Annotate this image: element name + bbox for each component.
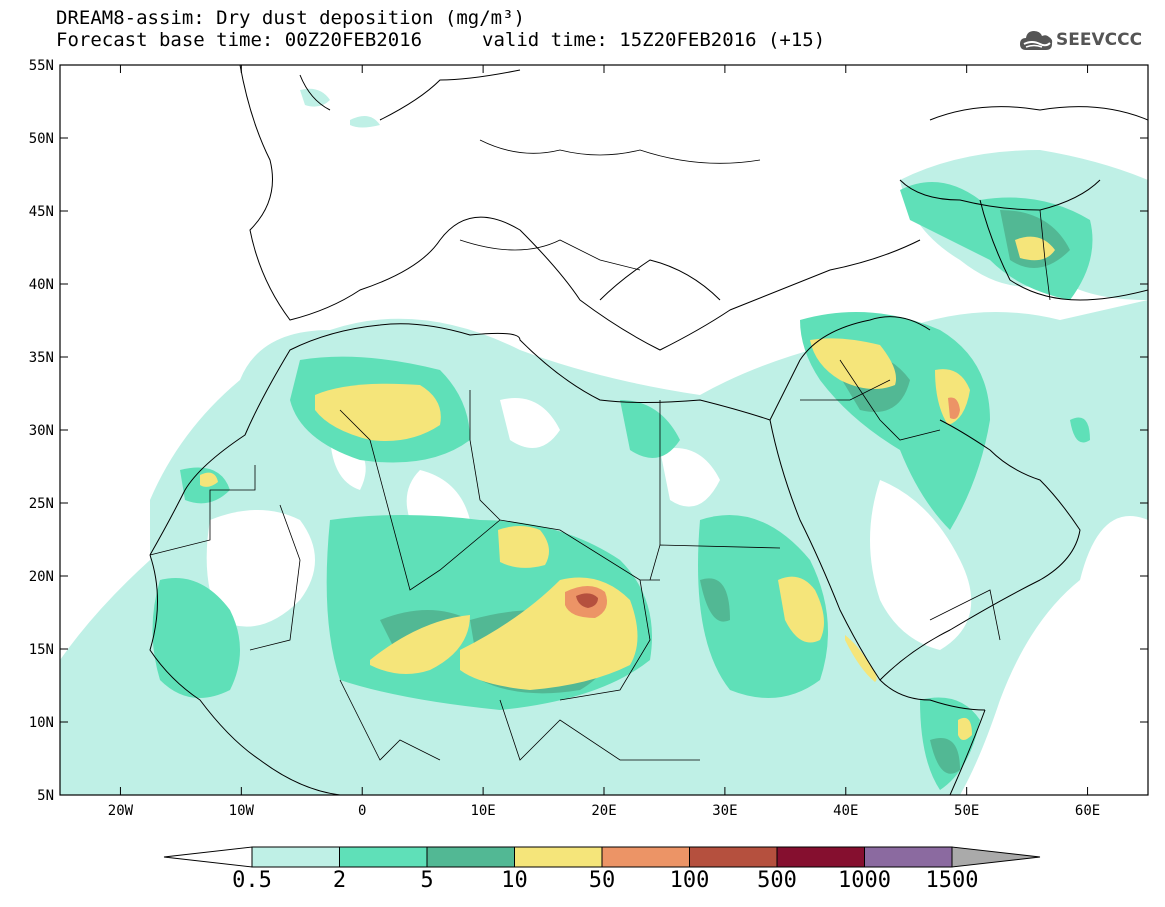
dust-deposition-field	[60, 65, 1148, 795]
lat-tick-label: 10N	[29, 715, 54, 731]
seevccc-logo: SEEVCCC	[1018, 24, 1154, 58]
colorbar-swatch	[864, 846, 953, 868]
colorbar-level-label: 1500	[925, 868, 979, 893]
lat-tick-label: 5N	[37, 788, 54, 804]
valid-time: valid time: 15Z20FEB2016 (+15)	[482, 29, 826, 51]
colorbar-level-label: 500	[757, 868, 797, 893]
contour-below-0-5	[206, 398, 972, 650]
colorbar-level-label: 5	[420, 868, 434, 893]
lon-tick-label: 0	[358, 803, 366, 819]
lon-tick-label: 10W	[229, 803, 255, 819]
lat-tick-label: 25N	[29, 496, 54, 512]
lat-tick-label: 30N	[29, 423, 54, 439]
map-title: DREAM8-assim: Dry dust deposition (mg/m³…	[56, 7, 525, 29]
lat-tick-label: 20N	[29, 569, 54, 585]
lat-tick-label: 40N	[29, 277, 54, 293]
colorbar	[163, 846, 1041, 868]
colorbar-over-triangle	[951, 846, 1041, 868]
country-borders	[149, 139, 1051, 761]
colorbar-swatch	[776, 846, 865, 868]
longitude-axis: 20W 10W 0 10E 20E 30E 40E 50E 60E	[108, 65, 1100, 819]
forecast-base-time: Forecast base time: 00Z20FEB2016	[56, 29, 423, 51]
colorbar-swatch	[251, 846, 340, 868]
logo-text: SEEVCCC	[1056, 30, 1143, 50]
colorbar-swatch	[689, 846, 778, 868]
lon-tick-label: 50E	[954, 803, 979, 819]
colorbar-under-triangle	[163, 846, 253, 868]
colorbar-swatch	[601, 846, 690, 868]
lon-tick-label: 10E	[470, 803, 495, 819]
contour-level-100	[576, 593, 598, 608]
lon-tick-label: 30E	[712, 803, 737, 819]
colorbar-level-label: 100	[669, 868, 710, 893]
lon-tick-label: 60E	[1075, 803, 1100, 819]
colorbar-swatch	[426, 846, 515, 868]
cloud-icon	[1020, 31, 1053, 50]
coastlines	[149, 65, 1148, 795]
colorbar-swatch	[339, 846, 428, 868]
colorbar-level-label: 2	[332, 868, 347, 893]
latitude-axis: 55N 50N 45N 40N 35N 30N 25N 20N 15N 10N 5N	[29, 58, 1148, 804]
lon-tick-label: 20E	[591, 803, 616, 819]
lat-tick-label: 35N	[29, 350, 54, 366]
colorbar-level-label: 10	[501, 868, 528, 893]
colorbar-level-label: 50	[588, 868, 616, 893]
lat-tick-label: 50N	[29, 131, 54, 147]
lon-tick-label: 40E	[833, 803, 858, 819]
colorbar-level-label: 1000	[838, 868, 891, 893]
colorbar-swatch	[514, 846, 603, 868]
colorbar-level-label: 0.5	[232, 868, 272, 893]
lat-tick-label: 45N	[29, 204, 54, 220]
lon-tick-label: 20W	[108, 803, 134, 819]
lat-tick-label: 15N	[29, 642, 54, 658]
lat-tick-label: 55N	[29, 58, 54, 74]
